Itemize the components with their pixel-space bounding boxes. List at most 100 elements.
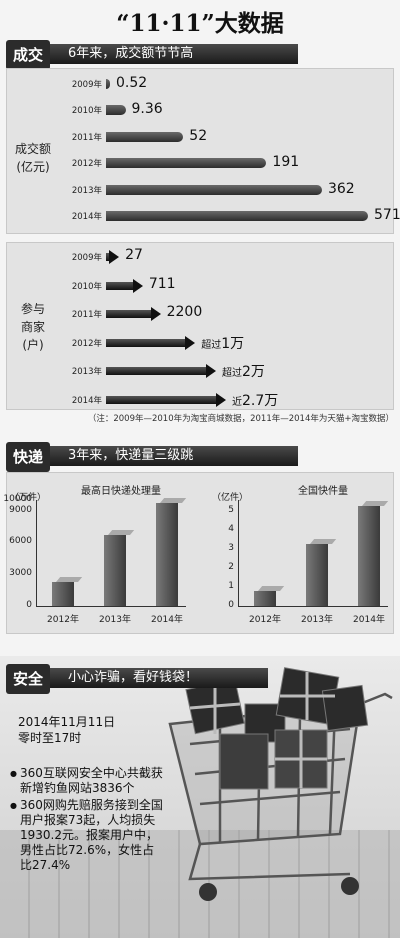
total-parcels-y-tick: 5: [228, 505, 234, 516]
sales-value-label: 0.52: [116, 75, 148, 91]
merchants-arrow-shaft: [106, 367, 206, 375]
section2-tag: 快递: [6, 442, 51, 472]
merchants-year-label: 2011年: [71, 310, 102, 320]
sales-year-label: 2013年: [71, 185, 102, 196]
merchants-value-label: 超过1万: [201, 333, 244, 353]
total-parcels-bar-top: [310, 538, 337, 544]
max-daily-x-label: 2012年: [47, 615, 79, 625]
sales-value-label: 362: [327, 180, 355, 197]
merchants-panel: [6, 242, 394, 410]
sales-label: 成交额 (亿元): [10, 140, 56, 176]
section3-tag: 安全: [6, 664, 51, 694]
sales-year-label: 2010年: [71, 106, 102, 117]
section1-banner-text: 6年来，成交额节节高: [68, 46, 194, 61]
total-parcels-x-label: 2014年: [353, 615, 385, 625]
merchants-arrow: [106, 364, 216, 378]
max-daily-y-tick: 0: [26, 600, 32, 610]
total-parcels-y-tick: 0: [228, 600, 234, 610]
sales-value-label: 191: [272, 154, 300, 171]
merchants-arrow-shaft: [106, 253, 110, 261]
merchants-year-label: 2014年: [71, 395, 102, 406]
merchants-value-label: 711: [149, 276, 176, 292]
bullet-phishing-line2: 新增钓鱼网站3836个: [20, 781, 135, 795]
section3-banner: 小心诈骗，看好钱袋！: [48, 668, 268, 688]
max-daily-bar-top: [108, 529, 135, 535]
merchants-arrow: [106, 307, 161, 321]
sales-value-label: 9.36: [131, 101, 163, 118]
merchants-arrow-shaft: [106, 338, 186, 347]
total-parcels-y-axis: [238, 500, 239, 606]
merchants-arrow-head: [216, 392, 226, 407]
total-parcels-bar: [254, 585, 285, 606]
bullet-claims-line4: 男性占比72.6%，女性占: [20, 843, 155, 857]
merchants-label-line2: 商家: [20, 320, 45, 334]
merchants-value-prefix: 超过: [221, 368, 242, 379]
merchants-arrow-shaft: [106, 281, 133, 290]
max-daily-x-label: 2014年: [151, 615, 183, 625]
sales-label-line1: 成交额: [14, 142, 51, 156]
section1-banner: 6年来，成交额节节高: [48, 44, 298, 64]
total-parcels-bar: [358, 500, 389, 606]
merchants-value-number: 2.7万: [242, 392, 279, 409]
merchants-year-label: 2013年: [71, 367, 102, 377]
max-daily-bar-top: [56, 576, 83, 582]
merchants-year-label: 2012年: [71, 338, 102, 349]
sales-year-label: 2009年: [71, 80, 102, 90]
merchants-label-line3: (户): [22, 338, 44, 352]
section3-banner-text: 小心诈骗，看好钱袋！: [68, 670, 199, 685]
merchants-arrow: [106, 392, 226, 407]
bullet-claims-line5: 比27.4%: [20, 858, 71, 872]
merchants-arrow-head: [150, 307, 161, 321]
max-daily-unit: （万件）: [10, 493, 47, 503]
merchants-value-label: 27: [125, 247, 143, 263]
max-daily-y-axis: [36, 500, 37, 606]
merchants-arrow-head: [132, 278, 143, 293]
sales-year-label: 2014年: [71, 212, 102, 222]
sales-bar: [106, 158, 267, 169]
max-daily-y-tick: 6000: [9, 536, 32, 547]
cart-wheel-left: [199, 883, 217, 901]
sales-bar: [106, 131, 184, 142]
sales-bar: [106, 79, 110, 89]
express-panel: [6, 472, 394, 634]
sales-bar: [106, 105, 126, 116]
bullet-claims-line2: 用户报案73起，人均损失: [20, 813, 156, 827]
total-parcels-bar-top: [362, 500, 389, 506]
merchants-arrow-head: [205, 364, 216, 378]
total-parcels-unit: （亿件）: [212, 493, 249, 503]
total-parcels-bar: [306, 538, 337, 606]
max-daily-x-axis: [36, 606, 186, 607]
merchants-value-number: 27: [125, 247, 143, 263]
merchants-arrow-shaft: [106, 310, 151, 318]
merchants-value-label: 超过2万: [222, 361, 265, 381]
merchants-value-number: 2万: [241, 364, 265, 380]
sales-value-label: 52: [189, 127, 208, 144]
total-parcels-bar-top: [258, 585, 285, 591]
merchants-label: 参与 商家 (户): [10, 300, 56, 354]
merchants-value-label: 2200: [167, 304, 203, 320]
section2-banner: 3年来，快递量三级跳: [48, 446, 298, 466]
merchants-arrow-shaft: [106, 395, 216, 404]
total-parcels-y-tick: 3: [228, 543, 234, 554]
merchants-year-label: 2010年: [71, 281, 102, 292]
total-parcels-x-label: 2012年: [249, 615, 281, 625]
max-daily-bar: [156, 498, 187, 606]
merchants-year-label: 2009年: [71, 253, 102, 263]
max-daily-y-tick: 9000: [9, 504, 32, 515]
merchants-value-label: 近2.7万: [232, 390, 278, 410]
merchants-arrow: [106, 250, 120, 264]
bullet-claims-line1: 360网购先赔服务接到全国: [20, 798, 163, 812]
merchants-value-number: 1万: [221, 335, 245, 352]
incident-date: 2014年11月11日 零时至17时: [18, 714, 115, 746]
max-daily-y-tick: 10000: [3, 494, 32, 504]
merchants-value-number: 711: [148, 275, 176, 292]
section1-tag: 成交: [6, 40, 51, 70]
max-daily-title: 最高日快递处理量: [81, 486, 161, 497]
bullet-claims: 360网购先赔服务接到全国 用户报案73起，人均损失 1930.2元。报案用户中…: [10, 798, 190, 873]
section2-banner-text: 3年来，快递量三级跳: [68, 448, 194, 463]
sales-bar: [106, 184, 322, 195]
total-parcels-title: 全国快件量: [298, 486, 348, 497]
total-parcels-x-label: 2013年: [301, 615, 333, 625]
max-daily-y-tick: 3000: [9, 568, 32, 579]
merchants-arrow-head: [109, 250, 120, 264]
